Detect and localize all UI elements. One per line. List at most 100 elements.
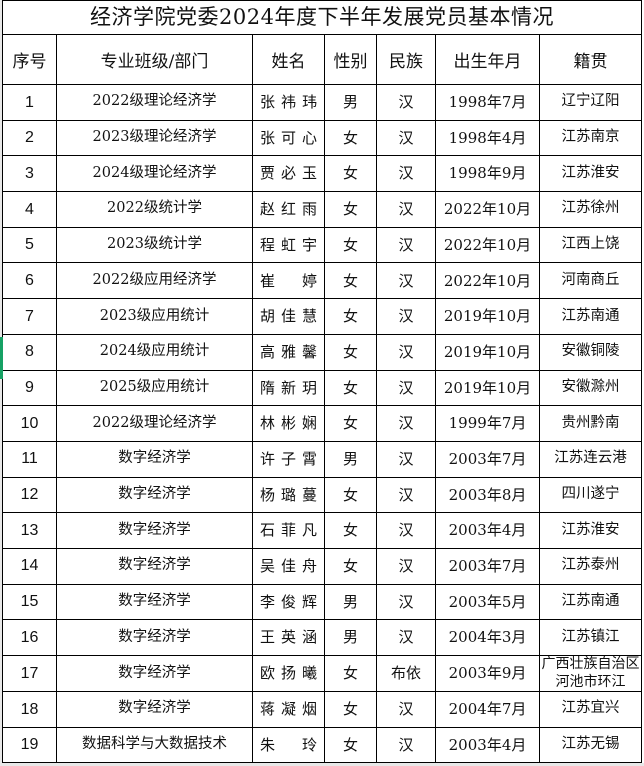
column-header-2[interactable]: 专业班级/部门 [56, 34, 253, 85]
cell-major[interactable]: 数字经济学 [56, 512, 253, 549]
cell-major[interactable]: 2022级应用经济学 [56, 262, 253, 300]
cell-ethnic[interactable]: 汉 [376, 298, 436, 335]
cell-name[interactable]: 高雅馨 [252, 333, 325, 371]
cell-no[interactable]: 10 [2, 405, 57, 442]
cell-major[interactable]: 2022级统计学 [56, 191, 253, 228]
cell-major[interactable]: 数字经济学 [56, 476, 253, 514]
cell-origin[interactable]: 江苏宜兴 [539, 691, 642, 728]
table-title[interactable]: 经济学院党委2024年度下半年发展党员基本情况 [2, 0, 642, 35]
cell-ethnic[interactable]: 汉 [376, 405, 436, 442]
cell-name[interactable]: 杨璐蔓 [252, 476, 325, 514]
cell-name[interactable]: 李俊辉 [252, 583, 325, 621]
selected-cell-indicator[interactable] [0, 337, 3, 379]
cell-birth[interactable]: 2003年7月 [435, 440, 540, 478]
column-header-1[interactable]: 序号 [2, 34, 57, 85]
cell-birth[interactable]: 1999年7月 [435, 405, 540, 442]
cell-ethnic[interactable]: 汉 [376, 547, 436, 585]
cell-no[interactable]: 14 [2, 547, 57, 585]
cell-major[interactable]: 2022级理论经济学 [56, 84, 253, 121]
cell-gender[interactable]: 女 [324, 369, 377, 407]
column-header-4[interactable]: 性别 [324, 34, 377, 85]
cell-name[interactable]: 张祎玮 [252, 84, 325, 121]
cell-origin[interactable]: 四川遂宁 [539, 476, 642, 514]
cell-birth[interactable]: 2022年10月 [435, 226, 540, 264]
cell-name[interactable]: 朱玲 [252, 726, 325, 764]
cell-ethnic[interactable]: 汉 [376, 583, 436, 621]
cell-birth[interactable]: 2003年9月 [435, 655, 540, 692]
cell-no[interactable]: 3 [2, 155, 57, 193]
cell-no[interactable]: 7 [2, 298, 57, 335]
cell-name[interactable]: 吴佳舟 [252, 547, 325, 585]
cell-gender[interactable]: 女 [324, 262, 377, 300]
cell-origin[interactable]: 江苏连云港 [539, 440, 642, 478]
cell-no[interactable]: 2 [2, 119, 57, 157]
cell-no[interactable]: 12 [2, 476, 57, 514]
cell-name[interactable]: 张可心 [252, 119, 325, 157]
cell-gender[interactable]: 女 [324, 298, 377, 335]
cell-major[interactable]: 2023级统计学 [56, 226, 253, 264]
cell-name[interactable]: 胡佳慧 [252, 298, 325, 335]
cell-gender[interactable]: 女 [324, 191, 377, 228]
cell-gender[interactable]: 女 [324, 547, 377, 585]
cell-origin[interactable]: 辽宁辽阳 [539, 84, 642, 121]
cell-ethnic[interactable]: 汉 [376, 726, 436, 764]
cell-origin[interactable]: 江苏泰州 [539, 547, 642, 585]
cell-origin[interactable]: 江苏南通 [539, 298, 642, 335]
cell-ethnic[interactable]: 布依 [376, 655, 436, 692]
cell-origin[interactable]: 江苏南京 [539, 119, 642, 157]
cell-origin[interactable]: 江苏淮安 [539, 155, 642, 193]
cell-no[interactable]: 4 [2, 191, 57, 228]
cell-gender[interactable]: 女 [324, 405, 377, 442]
cell-major[interactable]: 2024级理论经济学 [56, 155, 253, 193]
cell-gender[interactable]: 女 [324, 691, 377, 728]
cell-major[interactable]: 数字经济学 [56, 583, 253, 621]
cell-ethnic[interactable]: 汉 [376, 333, 436, 371]
column-header-7[interactable]: 籍贯 [539, 34, 642, 85]
cell-ethnic[interactable]: 汉 [376, 191, 436, 228]
column-header-3[interactable]: 姓名 [252, 34, 325, 85]
cell-ethnic[interactable]: 汉 [376, 119, 436, 157]
cell-no[interactable]: 8 [2, 333, 57, 371]
cell-major[interactable]: 数字经济学 [56, 691, 253, 728]
cell-ethnic[interactable]: 汉 [376, 226, 436, 264]
cell-major[interactable]: 2023级理论经济学 [56, 119, 253, 157]
cell-birth[interactable]: 2003年4月 [435, 726, 540, 764]
cell-name[interactable]: 王英涵 [252, 619, 325, 656]
cell-major[interactable]: 数据科学与大数据技术 [56, 726, 253, 764]
cell-ethnic[interactable]: 汉 [376, 440, 436, 478]
cell-major[interactable]: 数字经济学 [56, 655, 253, 692]
cell-origin[interactable]: 河南商丘 [539, 262, 642, 300]
cell-birth[interactable]: 2019年10月 [435, 298, 540, 335]
cell-gender[interactable]: 男 [324, 84, 377, 121]
cell-origin[interactable]: 贵州黔南 [539, 405, 642, 442]
cell-major[interactable]: 数字经济学 [56, 547, 253, 585]
cell-no[interactable]: 18 [2, 691, 57, 728]
cell-birth[interactable]: 2019年10月 [435, 333, 540, 371]
cell-gender[interactable]: 男 [324, 619, 377, 656]
cell-major[interactable]: 2024级应用统计 [56, 333, 253, 371]
cell-birth[interactable]: 2022年10月 [435, 191, 540, 228]
cell-no[interactable]: 19 [2, 726, 57, 764]
cell-origin[interactable]: 江西上饶 [539, 226, 642, 264]
cell-no[interactable]: 15 [2, 583, 57, 621]
cell-ethnic[interactable]: 汉 [376, 84, 436, 121]
cell-name[interactable]: 石菲凡 [252, 512, 325, 549]
cell-name[interactable]: 隋新玥 [252, 369, 325, 407]
cell-gender[interactable]: 女 [324, 119, 377, 157]
cell-major[interactable]: 2025级应用统计 [56, 369, 253, 407]
cell-origin[interactable]: 江苏无锡 [539, 726, 642, 764]
cell-name[interactable]: 赵红雨 [252, 191, 325, 228]
cell-gender[interactable]: 男 [324, 583, 377, 621]
cell-origin[interactable]: 江苏南通 [539, 583, 642, 621]
cell-ethnic[interactable]: 汉 [376, 691, 436, 728]
cell-name[interactable]: 崔婷 [252, 262, 325, 300]
cell-no[interactable]: 9 [2, 369, 57, 407]
cell-no[interactable]: 17 [2, 655, 57, 692]
cell-birth[interactable]: 2003年4月 [435, 512, 540, 549]
cell-origin[interactable]: 安徽铜陵 [539, 333, 642, 371]
cell-birth[interactable]: 2003年8月 [435, 476, 540, 514]
cell-major[interactable]: 2022级理论经济学 [56, 405, 253, 442]
cell-major[interactable]: 数字经济学 [56, 619, 253, 656]
cell-origin[interactable]: 江苏镇江 [539, 619, 642, 656]
cell-name[interactable]: 林彬娴 [252, 405, 325, 442]
